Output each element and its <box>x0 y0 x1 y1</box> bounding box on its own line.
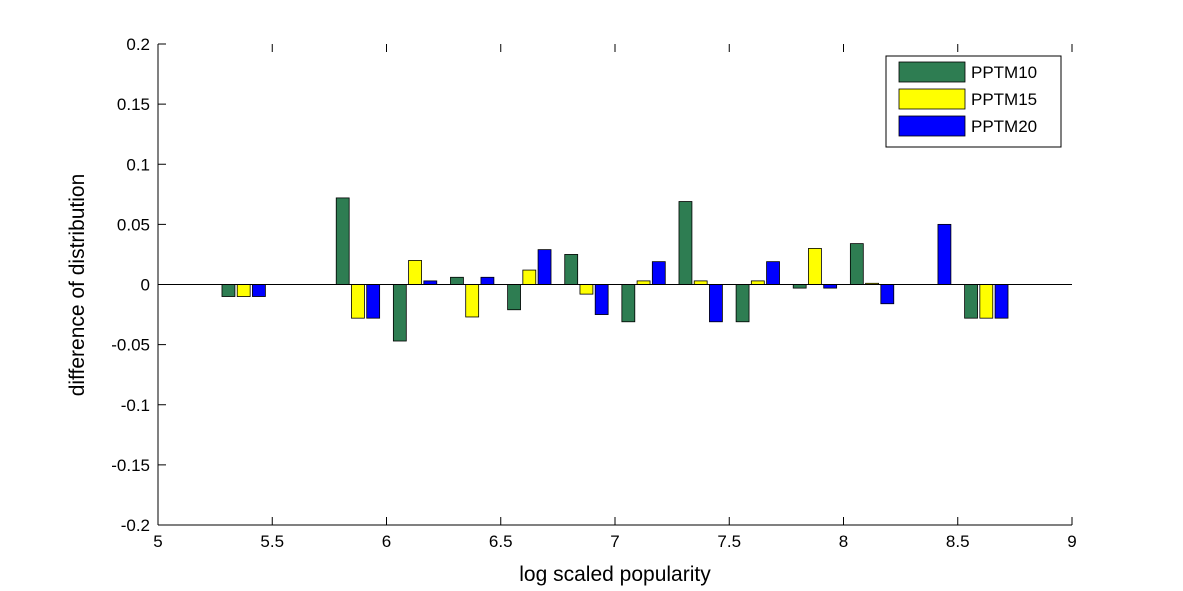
bar-pptm20 <box>709 284 723 323</box>
x-tick-label: 5.5 <box>260 532 284 551</box>
bar-pptm20 <box>937 223 952 285</box>
bar-pptm15 <box>579 284 594 295</box>
bar-pptm15 <box>408 260 422 285</box>
bar-pptm10 <box>335 197 350 285</box>
bar-pptm10 <box>849 243 864 285</box>
x-tick-label: 5 <box>153 532 162 551</box>
bar-pptm15 <box>465 284 480 318</box>
bar-pptm10 <box>621 284 636 323</box>
x-tick-label: 6 <box>382 532 391 551</box>
y-ticks-group: -0.2 -0.15 -0.1 -0.05 0 0.05 0.1 0.15 0.2 <box>111 35 166 535</box>
bar-pptm20 <box>366 284 381 319</box>
x-tick-label: 9 <box>1067 532 1076 551</box>
bar-pptm10 <box>792 284 807 289</box>
bar-pptm15 <box>693 280 708 285</box>
legend-label-pptm20: PPTM20 <box>971 117 1037 136</box>
y-tick-label: 0 <box>141 276 150 295</box>
bar-pptm10 <box>507 284 521 311</box>
bar-pptm10 <box>450 276 464 285</box>
y-tick-label: -0.15 <box>111 456 150 475</box>
bar-pptm15 <box>351 284 365 319</box>
x-tick-label: 7 <box>610 532 619 551</box>
bar-pptm10 <box>564 254 579 285</box>
bar-pptm10 <box>678 201 693 285</box>
y-axis-label: difference of distribution <box>66 174 89 397</box>
y-tick-label: 0.2 <box>126 35 150 54</box>
bar-pptm20 <box>994 284 1009 319</box>
bar-pptm10 <box>964 284 978 319</box>
x-ticks-group: 5 5.5 6 6.5 7 7.5 8 8.5 9 <box>153 44 1077 551</box>
y-tick-label: 0.1 <box>126 155 150 174</box>
legend-swatch-pptm15 <box>898 88 966 110</box>
bar-pptm20 <box>594 284 609 315</box>
x-axis-label: log scaled popularity <box>519 563 711 586</box>
legend-swatch-pptm20 <box>898 115 966 137</box>
bar-pptm15 <box>808 248 822 285</box>
y-tick-label: 0.05 <box>117 215 150 234</box>
bar-pptm20 <box>766 261 780 285</box>
x-tick-label: 6.5 <box>489 532 513 551</box>
y-tick-label: 0.15 <box>117 95 150 114</box>
bar-pptm20 <box>423 280 438 285</box>
bar-pptm20 <box>823 284 838 289</box>
legend-swatch-pptm10 <box>898 61 966 83</box>
bar-pptm10 <box>392 284 407 342</box>
bar-pptm20 <box>252 284 266 297</box>
bar-pptm20 <box>880 284 895 305</box>
bar-pptm15 <box>979 284 994 319</box>
legend: PPTM10 PPTM15 PPTM20 <box>885 55 1062 148</box>
x-tick-label: 8.5 <box>946 532 970 551</box>
bar-pptm15 <box>236 284 251 297</box>
bar-pptm10 <box>735 284 750 323</box>
bar-pptm15 <box>750 280 765 285</box>
bar-pptm15 <box>636 280 651 285</box>
bar-pptm20 <box>537 249 552 285</box>
x-tick-label: 8 <box>839 532 848 551</box>
y-tick-label: -0.2 <box>121 516 150 535</box>
y-tick-label: -0.05 <box>111 336 150 355</box>
bars-group <box>221 197 1009 342</box>
bar-pptm20 <box>480 276 495 285</box>
legend-label-pptm15: PPTM15 <box>971 90 1037 109</box>
y-tick-label: -0.1 <box>121 396 150 415</box>
bar-pptm10 <box>221 284 236 297</box>
x-tick-label: 7.5 <box>717 532 741 551</box>
bar-pptm15 <box>522 269 537 285</box>
legend-label-pptm10: PPTM10 <box>971 63 1037 82</box>
bar-pptm20 <box>651 261 666 285</box>
